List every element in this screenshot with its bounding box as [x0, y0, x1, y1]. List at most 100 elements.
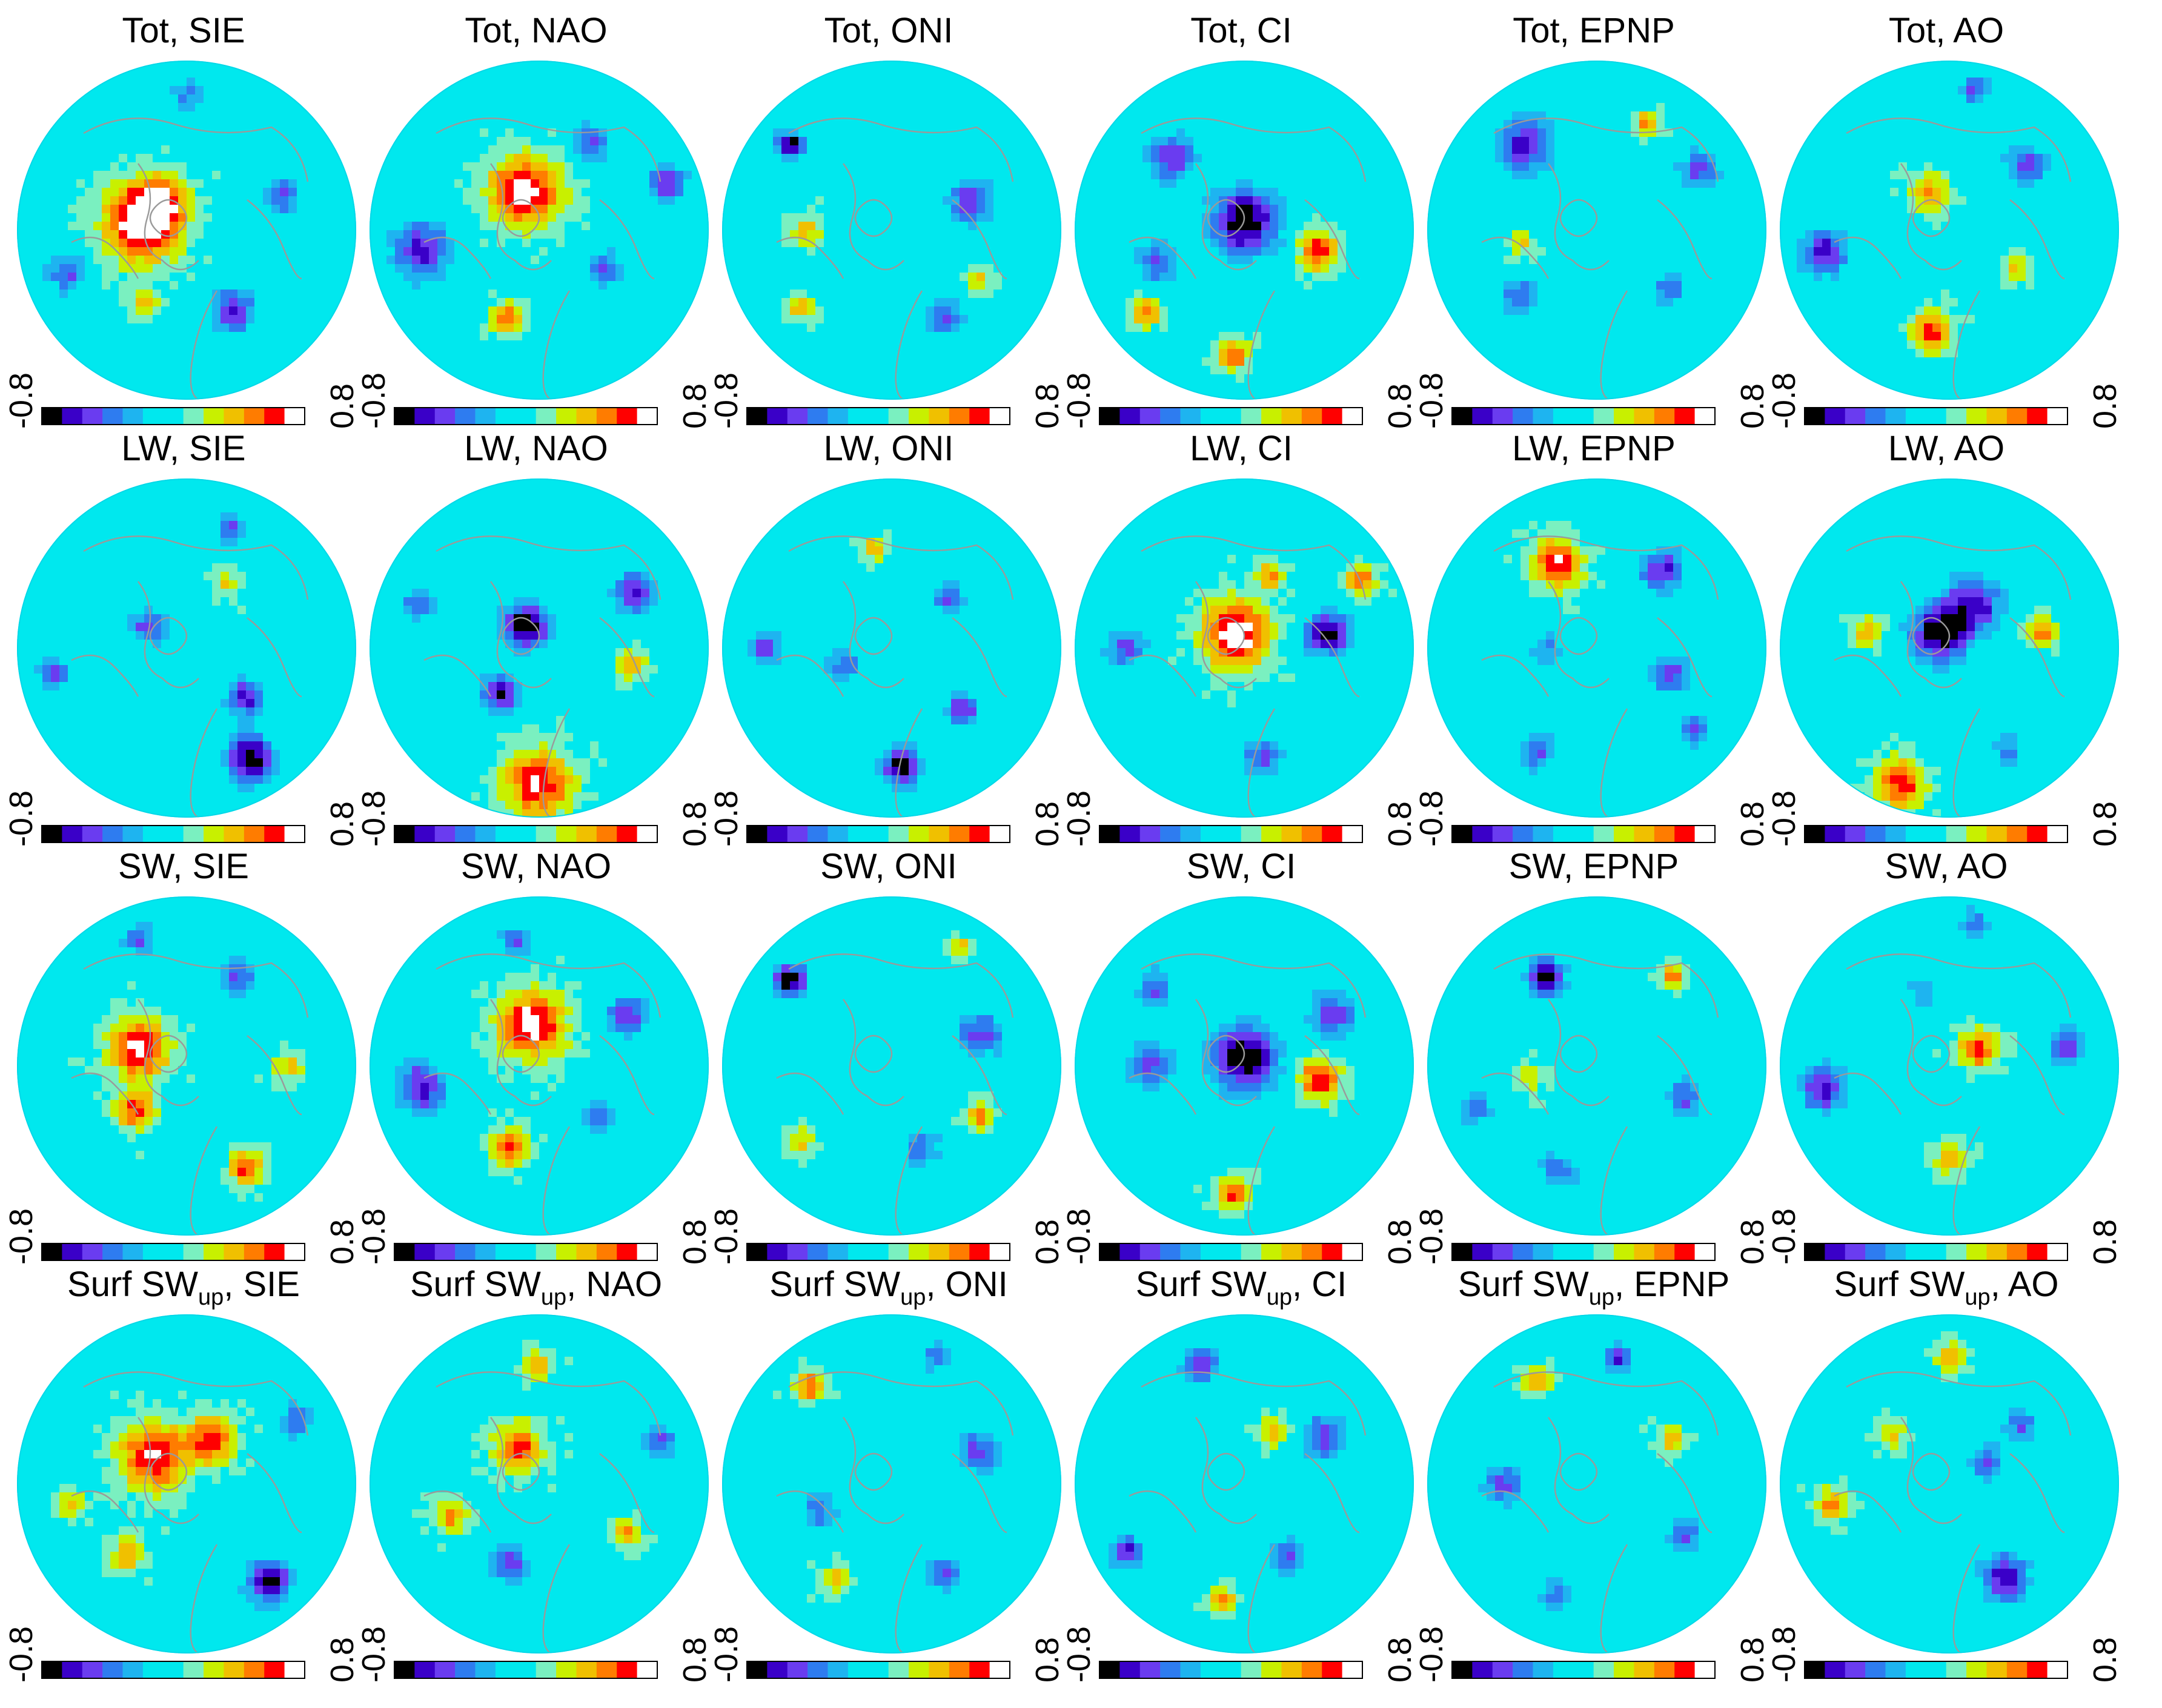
- heatmap-cell: [246, 188, 255, 197]
- heatmap-cell: [25, 349, 35, 358]
- heatmap-cell: [599, 349, 608, 358]
- heatmap-cell: [892, 111, 901, 121]
- panel-title-variable: Tot: [1190, 11, 1237, 50]
- heatmap-cell: [42, 366, 51, 375]
- heatmap-cell: [378, 179, 387, 188]
- heatmap-cell: [331, 366, 340, 375]
- heatmap-cell: [934, 366, 943, 375]
- heatmap-cell: [739, 298, 748, 307]
- heatmap-cell: [237, 137, 247, 146]
- heatmap-cell: [1053, 239, 1061, 248]
- heatmap-cell: [892, 171, 901, 180]
- heatmap-cell: [429, 145, 438, 154]
- heatmap-cell: [649, 111, 658, 121]
- heatmap-cell: [807, 383, 816, 392]
- heatmap-cell: [781, 247, 791, 256]
- heatmap-cell: [666, 205, 675, 214]
- heatmap-cell: [429, 383, 438, 392]
- heatmap-cell: [1027, 332, 1036, 341]
- heatmap-cell: [488, 332, 497, 341]
- heatmap-cell: [288, 222, 297, 231]
- heatmap-cell: [900, 120, 909, 129]
- heatmap-cell: [480, 61, 489, 70]
- heatmap-cell: [348, 69, 356, 78]
- heatmap-cell: [556, 247, 565, 256]
- heatmap-cell: [85, 374, 94, 383]
- heatmap-cell: [883, 78, 892, 87]
- heatmap-cell: [573, 103, 582, 112]
- heatmap-cell: [1363, 61, 1372, 70]
- heatmap-cell: [1044, 61, 1053, 70]
- heatmap-cell: [943, 137, 952, 146]
- heatmap-cell: [951, 111, 960, 121]
- heatmap-cell: [305, 205, 314, 214]
- heatmap-cell: [1002, 383, 1011, 392]
- heatmap-cell: [900, 137, 909, 146]
- heatmap-cell: [883, 366, 892, 375]
- heatmap-cell: [263, 128, 272, 137]
- heatmap-cell: [378, 69, 387, 78]
- heatmap-cell: [658, 332, 667, 341]
- heatmap-cell: [909, 94, 918, 104]
- heatmap-cell: [1151, 61, 1160, 70]
- heatmap-cell: [968, 61, 977, 70]
- heatmap-cell: [195, 298, 204, 307]
- heatmap-cell: [1002, 188, 1011, 197]
- heatmap-cell: [815, 332, 824, 341]
- heatmap-cell: [632, 179, 642, 188]
- heatmap-cell: [348, 239, 356, 248]
- heatmap-cell: [1092, 69, 1101, 78]
- heatmap-cell: [305, 247, 314, 256]
- heatmap-cell: [548, 154, 557, 163]
- heatmap-cell: [1053, 94, 1061, 104]
- heatmap-cell: [531, 349, 540, 358]
- heatmap-cell: [322, 273, 331, 282]
- heatmap-cell: [76, 349, 85, 358]
- heatmap-cell: [322, 281, 331, 290]
- heatmap-cell: [993, 78, 1003, 87]
- heatmap-cell: [76, 196, 85, 205]
- heatmap-cell: [403, 366, 413, 375]
- heatmap-cell: [977, 145, 986, 154]
- heatmap-cell: [212, 86, 221, 95]
- heatmap-cell: [739, 171, 748, 180]
- heatmap-cell: [102, 188, 111, 197]
- heatmap-cell: [437, 120, 446, 129]
- heatmap-cell: [599, 247, 608, 256]
- heatmap-cell: [110, 196, 119, 205]
- heatmap-cell: [305, 290, 314, 299]
- heatmap-cell: [412, 69, 421, 78]
- heatmap-cell: [42, 239, 51, 248]
- heatmap-cell: [748, 239, 757, 248]
- heatmap-cell: [463, 247, 472, 256]
- heatmap-cell: [934, 188, 943, 197]
- heatmap-cell: [322, 298, 331, 307]
- heatmap-cell: [339, 137, 348, 146]
- heatmap-cell: [254, 391, 264, 400]
- heatmap-cell: [841, 196, 850, 205]
- heatmap-cell: [1027, 103, 1036, 112]
- heatmap-cell: [322, 332, 331, 341]
- heatmap-cell: [892, 86, 901, 95]
- heatmap-cell: [378, 196, 387, 205]
- heatmap-cell: [624, 188, 633, 197]
- heatmap-cell: [841, 86, 850, 95]
- heatmap-cell: [632, 349, 642, 358]
- heatmap-cell: [212, 349, 221, 358]
- heatmap-cell: [858, 94, 867, 104]
- heatmap-cell: [909, 332, 918, 341]
- heatmap-cell: [883, 103, 892, 112]
- heatmap-cell: [632, 205, 642, 214]
- heatmap-cell: [824, 213, 833, 222]
- heatmap-cell: [539, 162, 548, 171]
- heatmap-cell: [229, 188, 238, 197]
- heatmap-cell: [1027, 357, 1036, 366]
- heatmap-cell: [280, 306, 289, 316]
- heatmap-cell: [739, 162, 748, 171]
- heatmap-cell: [454, 315, 463, 324]
- heatmap-cell: [514, 247, 523, 256]
- heatmap-cell: [378, 323, 387, 333]
- heatmap-cell: [386, 281, 396, 290]
- heatmap-cell: [17, 340, 26, 349]
- heatmap-cell: [246, 366, 255, 375]
